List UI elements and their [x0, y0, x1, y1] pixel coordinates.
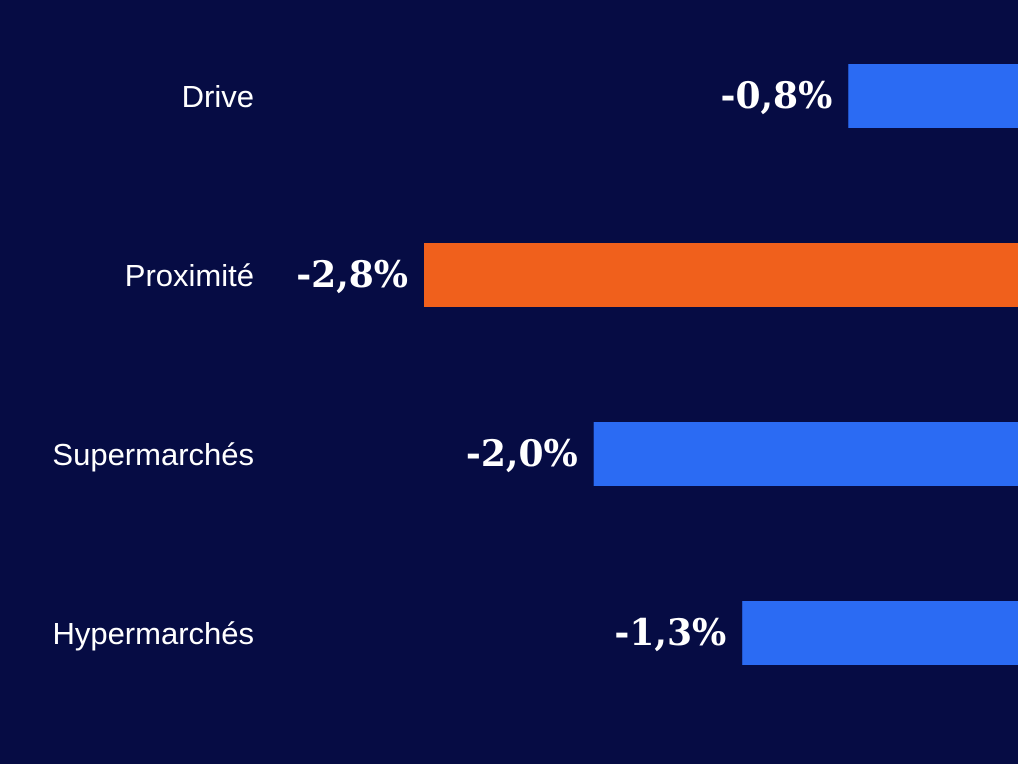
labels-layer: Drive -0,8% Proximité -2,8% Supermarchés -2,0…: [52, 75, 832, 654]
value-label-1: -2,8%: [296, 254, 408, 296]
bar-2: [593, 422, 1018, 486]
category-label-3: Hypermarchés: [52, 616, 254, 651]
category-label-2: Supermarchés: [52, 437, 254, 472]
bar-3: [742, 601, 1018, 665]
category-label-0: Drive: [182, 79, 254, 114]
bar-0: [848, 64, 1018, 128]
bars-layer: [424, 64, 1018, 665]
value-label-0: -0,8%: [721, 75, 833, 117]
bar-1: [424, 243, 1018, 307]
value-label-2: -2,0%: [466, 433, 578, 475]
category-label-1: Proximité: [125, 258, 254, 293]
value-label-3: -1,3%: [614, 612, 726, 654]
